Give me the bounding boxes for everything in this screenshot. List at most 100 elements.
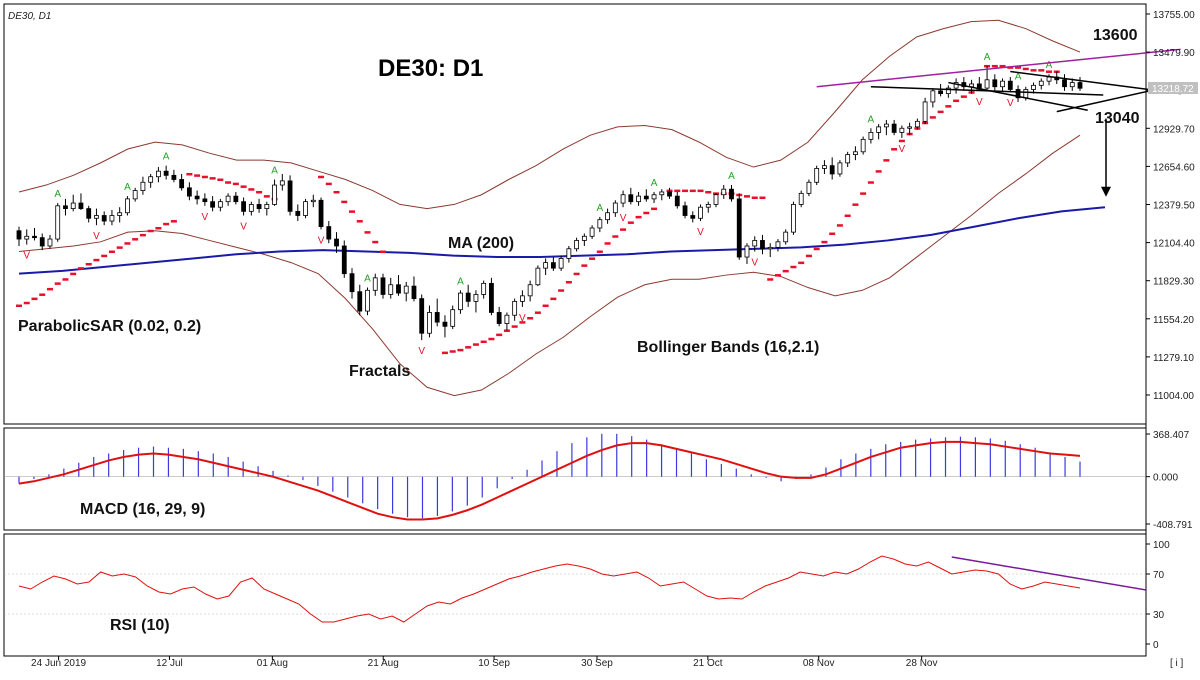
sar-dot	[759, 196, 766, 200]
fractal-down-marker: V	[899, 144, 906, 155]
sar-dot	[550, 297, 557, 301]
sar-dot	[263, 195, 270, 198]
rsi-indicator: 100 70 30 0	[4, 540, 1170, 651]
candle-bear	[496, 312, 502, 324]
fractal-down-marker: V	[240, 222, 247, 233]
sar-dot	[612, 235, 619, 238]
candle	[16, 226, 22, 246]
sar-dot	[883, 159, 890, 162]
sar-dot	[705, 190, 712, 194]
support-label: 13040	[1095, 110, 1140, 127]
fractal-markers: A A A A A A A A A A A A A V V V V V V V V V V V V V	[23, 52, 1052, 357]
candle	[589, 225, 595, 240]
time-tick-label: 21 Oct	[693, 658, 723, 669]
candle-bull	[914, 120, 920, 128]
candle	[767, 243, 773, 258]
candle-bear	[86, 208, 92, 219]
candle	[388, 277, 394, 299]
candle-bull	[1038, 80, 1044, 86]
candle	[659, 189, 665, 201]
sar-dot	[318, 175, 325, 179]
sar-dot	[465, 346, 472, 349]
candle-bull	[109, 215, 115, 222]
price-tick-label: 11279.10	[1153, 353, 1194, 364]
candle	[945, 85, 951, 98]
candle-bull	[264, 204, 270, 209]
candle	[357, 284, 363, 316]
candle-bull	[47, 238, 53, 247]
candle	[690, 211, 696, 223]
price-tick-label: 13479.90	[1153, 48, 1195, 59]
candle	[217, 198, 223, 212]
candle-bear	[419, 298, 425, 334]
candle-bear	[334, 238, 339, 247]
fractal-up-marker: A	[457, 276, 464, 287]
candle	[1038, 78, 1044, 90]
parabolic-sar-label: ParabolicSAR (0.02, 0.2)	[18, 318, 201, 335]
sar-dot	[875, 170, 882, 173]
candle-bear	[628, 194, 634, 203]
candle-bull	[659, 191, 665, 196]
sar-dot	[16, 304, 22, 308]
price-tick-label: 11004.00	[1153, 391, 1194, 402]
candle	[837, 160, 843, 177]
last-price-label: 13218.72	[1152, 84, 1194, 95]
candle-bear	[550, 262, 556, 269]
sar-dot	[186, 172, 193, 176]
time-tick-label: 21 Aug	[368, 658, 399, 669]
candle	[39, 233, 45, 251]
candle	[186, 182, 192, 201]
time-tick-label: 28 Nov	[906, 658, 938, 669]
candle	[574, 237, 580, 252]
candle-bull	[806, 181, 812, 194]
candle-bull	[930, 90, 936, 103]
candle-bull	[140, 181, 146, 191]
candle	[241, 197, 246, 216]
main-pane-frame	[3, 3, 1147, 425]
candle-bear	[992, 79, 998, 88]
sar-dot	[62, 278, 69, 281]
sar-dot	[232, 182, 239, 186]
candle	[550, 257, 556, 271]
fractal-up-marker: A	[597, 203, 604, 214]
sar-dot	[782, 269, 789, 273]
candle	[55, 203, 61, 242]
fractal-up-marker: A	[728, 171, 735, 182]
sar-dot	[209, 177, 216, 180]
sar-dot	[589, 257, 596, 260]
sar-dot	[1038, 69, 1045, 72]
candle	[938, 83, 943, 97]
candle-bull	[612, 202, 618, 214]
sar-dot	[31, 297, 38, 301]
price-tick-label: 12379.50	[1153, 201, 1195, 212]
sar-dot	[689, 189, 696, 193]
macd-pane-frame	[3, 427, 1147, 531]
macd-signal-line	[18, 440, 1081, 521]
sar-dot	[790, 265, 797, 269]
candle	[566, 245, 572, 263]
candle	[992, 74, 998, 91]
candle	[380, 273, 386, 299]
candle	[829, 157, 835, 180]
candle-bear	[357, 291, 363, 312]
candle	[682, 201, 688, 219]
candle-bull	[721, 188, 727, 196]
sar-dot	[821, 240, 828, 244]
macd-tick-label: -408.791	[1153, 520, 1193, 531]
candle	[295, 204, 301, 222]
ma200-line	[18, 206, 1106, 275]
trendline	[948, 81, 1088, 111]
sar-dot	[898, 139, 905, 143]
candle	[248, 201, 254, 216]
candle-bull	[310, 199, 316, 203]
sar-dot	[449, 350, 456, 353]
candle-bull	[597, 219, 603, 229]
sar-dot	[325, 182, 332, 186]
candle-bull	[775, 241, 781, 248]
candle	[651, 191, 657, 204]
symbol-label: DE30, D1	[8, 11, 51, 22]
candle	[148, 173, 154, 188]
sar-dot	[604, 242, 611, 245]
rsi-tick-label: 100	[1153, 540, 1170, 551]
candle	[775, 239, 781, 252]
